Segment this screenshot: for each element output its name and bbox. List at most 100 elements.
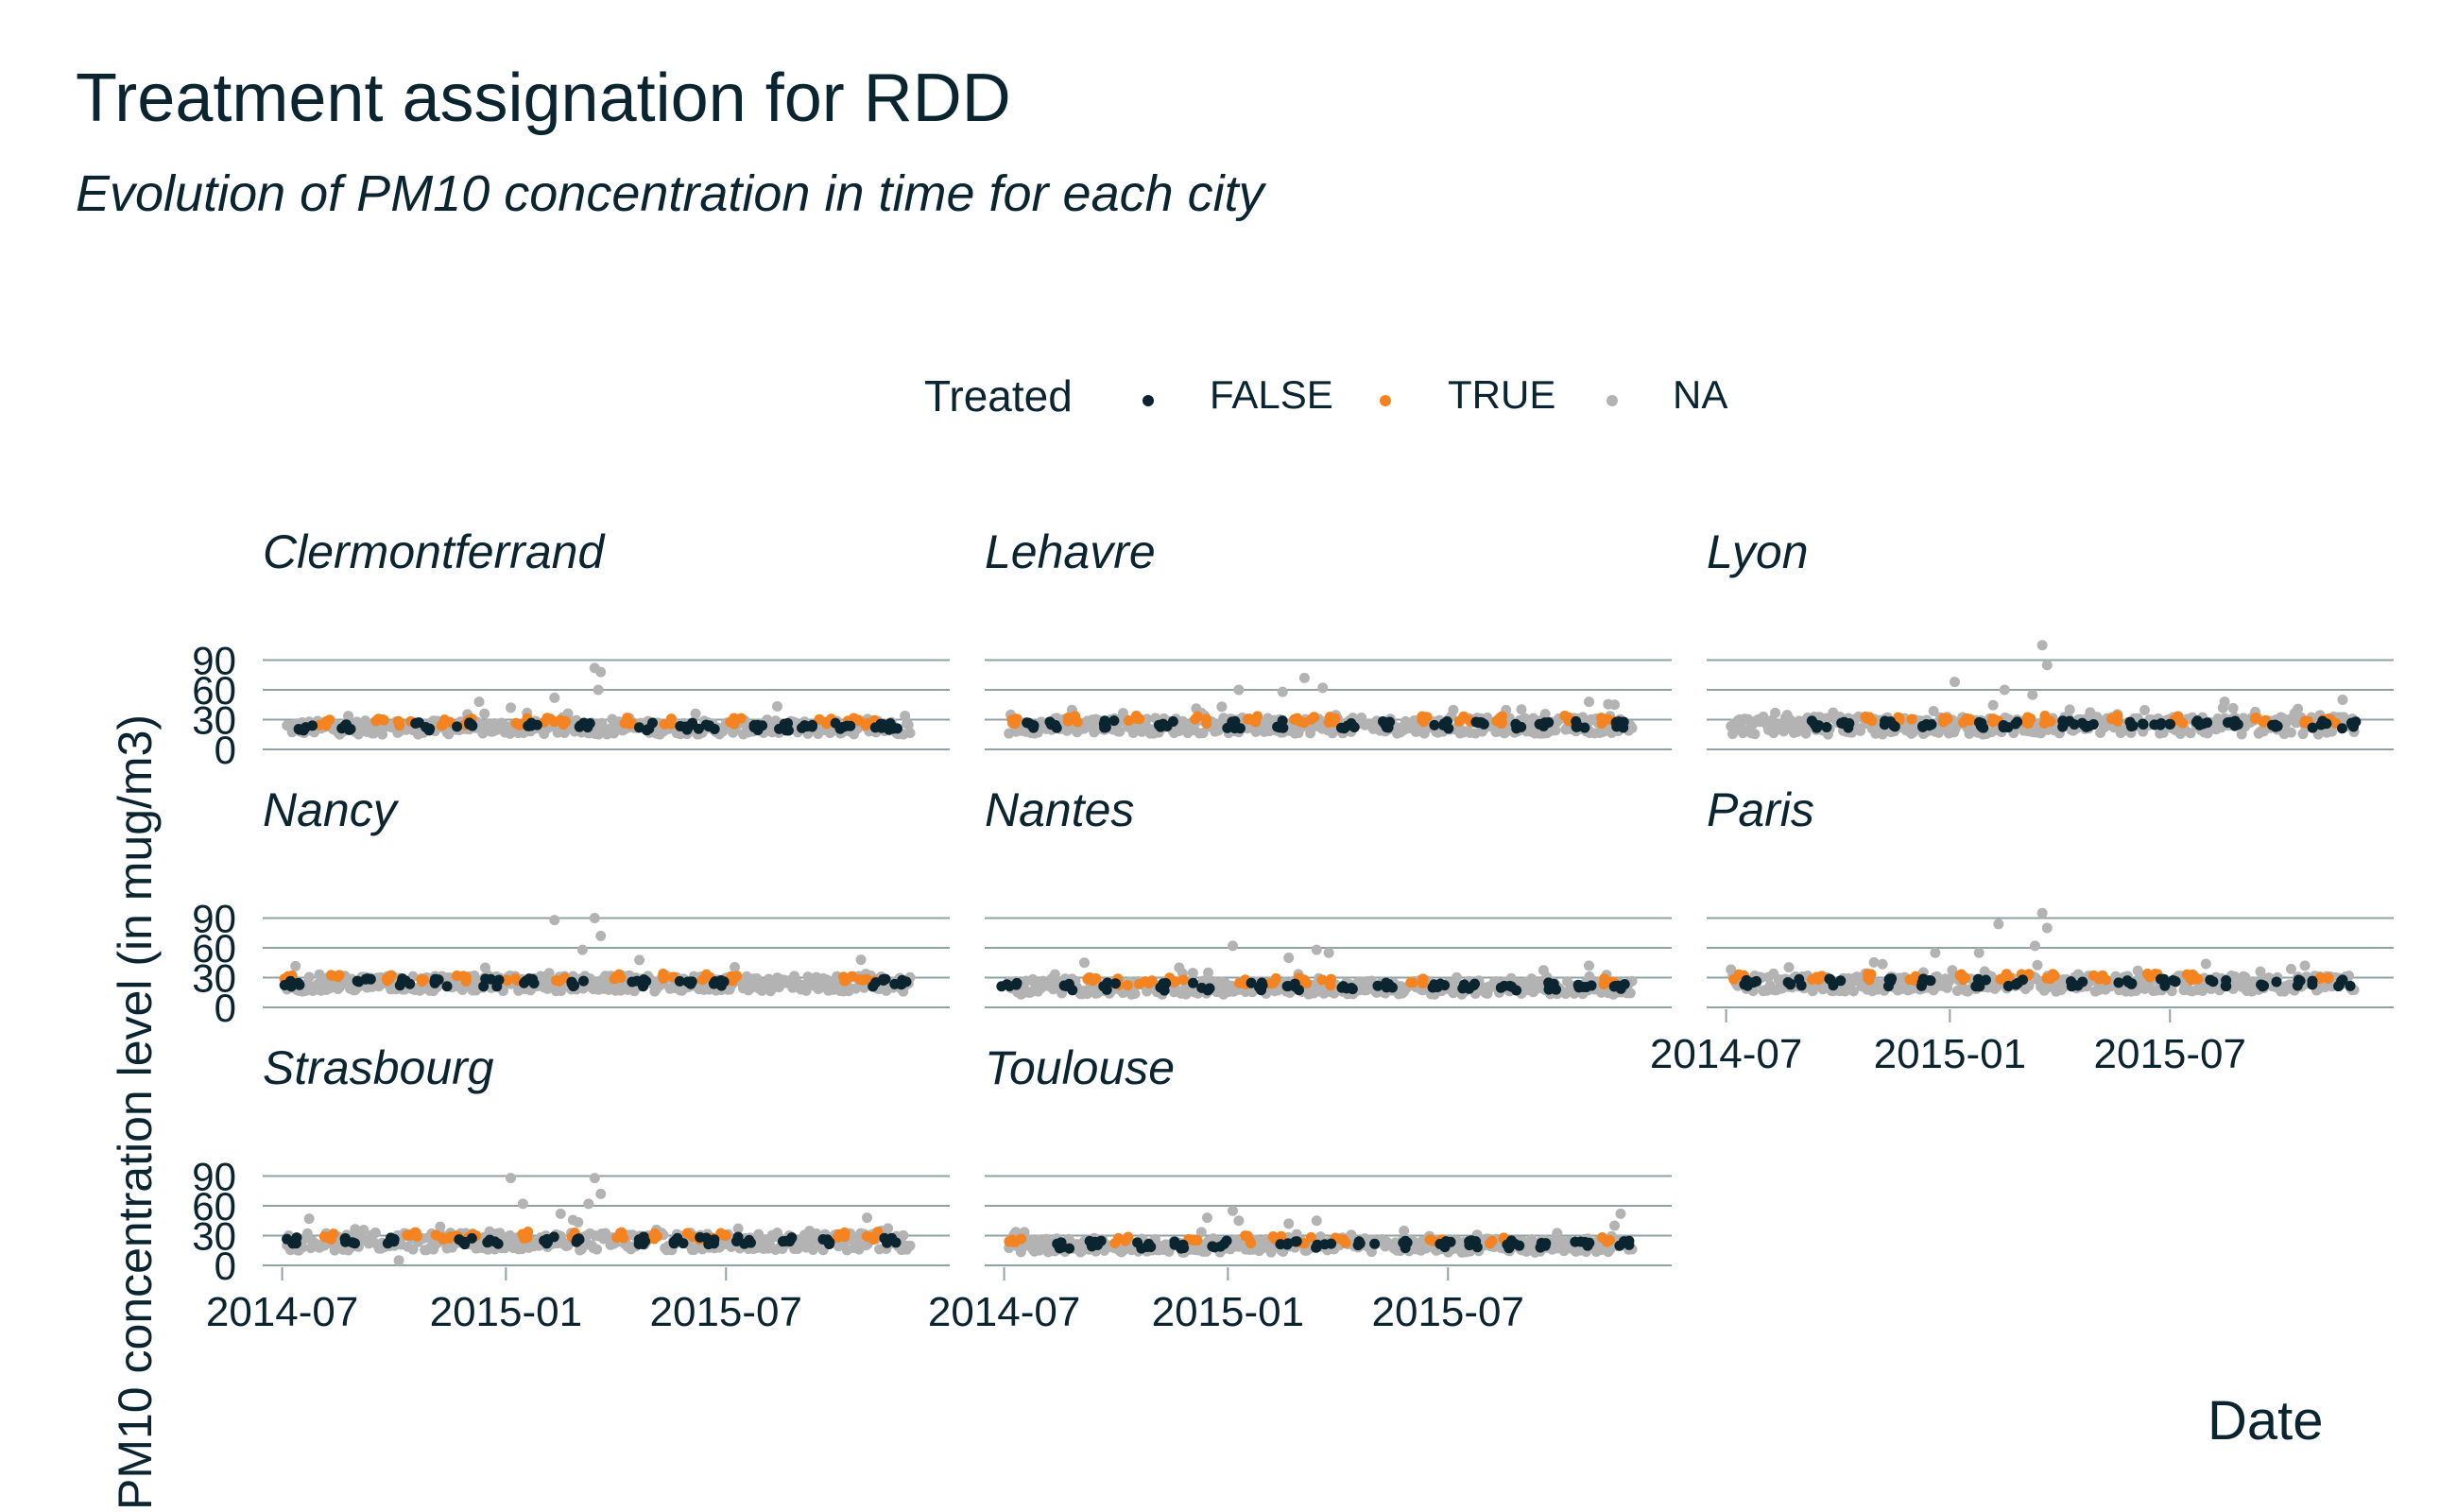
facet-title-strasbourg: Strasbourg	[263, 1041, 494, 1094]
point-na	[1550, 725, 1561, 736]
x-tick-label: 2015-07	[1372, 1289, 1524, 1335]
point-true	[1418, 973, 1429, 985]
point-true	[1942, 713, 1953, 725]
point-true	[1169, 976, 1180, 988]
point-true	[1484, 1238, 1495, 1249]
point-true	[2177, 717, 2189, 729]
point-true	[2112, 711, 2123, 722]
point-false	[1246, 977, 1257, 988]
point-na	[2185, 728, 2196, 739]
point-na	[2327, 726, 2338, 737]
point-na-spike	[1999, 684, 2010, 696]
point-false	[641, 724, 652, 735]
point-false	[582, 722, 593, 733]
point-true	[1250, 716, 1262, 728]
point-false	[1879, 719, 1890, 730]
point-false	[1432, 982, 1443, 993]
point-true	[1113, 1232, 1125, 1244]
x-tick-label: 2014-07	[1650, 1031, 1802, 1077]
point-true	[1995, 973, 2006, 985]
point-false	[1132, 1237, 1143, 1248]
point-false	[1155, 982, 1166, 993]
point-false	[1811, 722, 1822, 733]
point-false	[524, 720, 535, 731]
legend-title: Treated	[924, 371, 1073, 421]
point-true	[860, 719, 871, 730]
point-true	[325, 1233, 336, 1245]
point-true	[1301, 977, 1313, 988]
point-true	[729, 718, 740, 730]
point-false	[1214, 1241, 1226, 1252]
facet-title-clermontferrand: Clermontferrand	[263, 525, 605, 578]
point-true	[409, 1227, 421, 1238]
point-false	[1281, 981, 1293, 992]
point-false	[441, 981, 453, 992]
point-true	[614, 1228, 626, 1239]
point-false	[2017, 974, 2028, 986]
point-false	[799, 720, 810, 731]
point-false	[1098, 981, 1109, 992]
point-na-spike	[1930, 947, 1941, 958]
point-na-spike	[2041, 660, 2053, 671]
point-true	[1290, 713, 1301, 725]
point-false	[887, 723, 899, 734]
point-false	[1050, 719, 1061, 730]
point-na	[1877, 958, 1888, 970]
point-false	[757, 720, 768, 731]
point-true	[393, 716, 404, 728]
point-na-spike	[1973, 947, 1984, 958]
point-false	[1584, 1237, 1595, 1248]
point-na-spike	[505, 702, 516, 713]
point-na-spike	[595, 930, 607, 941]
point-true	[1862, 713, 1873, 724]
point-false	[2294, 975, 2306, 987]
point-false	[2170, 976, 2181, 988]
point-false	[824, 1239, 835, 1250]
y-tick-label: 60	[192, 668, 236, 713]
point-na-spike	[1311, 1215, 1322, 1227]
point-na	[1749, 729, 1761, 740]
point-true	[1986, 716, 1998, 728]
point-false	[2125, 721, 2137, 732]
point-na-spike	[1584, 696, 1595, 708]
x-tick-label: 2015-07	[650, 1289, 802, 1335]
point-false	[2113, 977, 2124, 988]
point-na-spike	[1317, 682, 1329, 694]
point-na	[2200, 958, 2211, 970]
point-false	[1277, 715, 1288, 727]
point-false	[890, 1237, 902, 1248]
point-false	[700, 719, 712, 730]
point-true	[1242, 713, 1253, 725]
point-false	[1505, 1235, 1517, 1246]
point-false	[1619, 979, 1630, 990]
point-false	[1227, 716, 1238, 728]
point-false	[732, 1231, 744, 1243]
point-na-spike	[1283, 953, 1295, 963]
point-false	[577, 975, 589, 987]
point-na	[573, 1216, 584, 1228]
point-true	[1082, 973, 1093, 985]
x-tick-label: 2014-07	[206, 1289, 358, 1335]
point-false	[2348, 721, 2360, 732]
point-false	[1886, 973, 1898, 985]
point-false	[1056, 1237, 1067, 1248]
point-false	[2336, 975, 2347, 987]
point-na-spike	[1615, 1208, 1626, 1219]
point-true	[541, 713, 553, 724]
point-false	[668, 1236, 679, 1247]
point-true	[735, 713, 747, 724]
point-true	[2249, 713, 2260, 724]
point-false	[1794, 973, 1805, 985]
point-na	[592, 1244, 603, 1255]
point-true	[1072, 716, 1083, 728]
point-false	[573, 1233, 584, 1245]
point-false	[2012, 716, 2023, 728]
point-true	[2038, 718, 2050, 730]
point-false	[2222, 717, 2233, 729]
point-true	[2023, 718, 2035, 730]
point-na	[1964, 728, 1975, 739]
point-true	[1405, 977, 1417, 988]
point-na	[1216, 701, 1228, 713]
point-false	[1573, 982, 1585, 993]
y-tick-label: 30	[192, 698, 236, 743]
